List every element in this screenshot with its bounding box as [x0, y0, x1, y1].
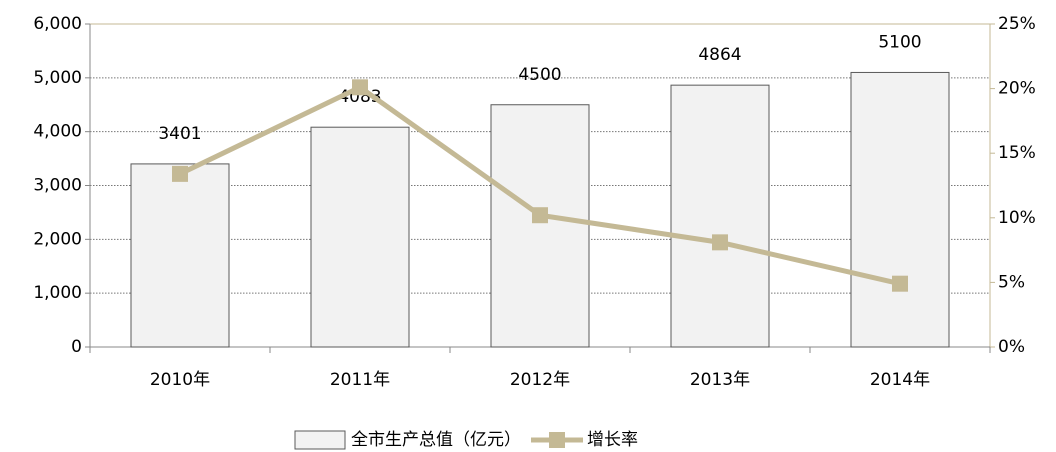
y-tick-label: 5,000	[33, 68, 82, 88]
y-tick-label: 3,000	[33, 176, 82, 196]
y2-tick-label: 10%	[998, 208, 1036, 228]
x-tick-label: 2011年	[330, 370, 390, 390]
legend-label: 全市生产总值（亿元）	[351, 430, 521, 450]
x-tick-label: 2010年	[150, 370, 210, 390]
y2-tick-label: 15%	[998, 143, 1036, 163]
bar	[310, 126, 410, 348]
y2-tick-label: 5%	[998, 272, 1025, 292]
y-tick-label: 6,000	[33, 14, 82, 34]
marker	[352, 79, 368, 96]
bar	[850, 71, 950, 348]
bar	[490, 104, 590, 348]
marker	[532, 207, 548, 224]
y-tick-label: 2,000	[33, 229, 82, 249]
bar	[670, 84, 770, 348]
bar	[130, 163, 230, 348]
y-tick-label: 1,000	[33, 283, 82, 303]
y2-tick-label: 0%	[998, 337, 1025, 357]
data-label: 4500	[518, 65, 561, 85]
legend-swatch	[294, 430, 346, 450]
y2-tick-label: 25%	[998, 14, 1036, 34]
legend-marker	[549, 432, 565, 448]
data-label: 3401	[158, 124, 201, 144]
y-tick-label: 4,000	[33, 122, 82, 142]
marker	[712, 234, 728, 251]
y-tick-label: 0	[71, 337, 82, 357]
data-label: 4864	[698, 45, 741, 65]
y2-tick-label: 20%	[998, 79, 1036, 99]
x-tick-label: 2012年	[510, 370, 570, 390]
x-tick-label: 2013年	[690, 370, 750, 390]
marker	[172, 165, 188, 182]
x-tick-label: 2014年	[870, 370, 930, 390]
data-label: 5100	[878, 32, 921, 52]
legend-label: 增长率	[587, 430, 638, 450]
marker	[892, 275, 908, 292]
